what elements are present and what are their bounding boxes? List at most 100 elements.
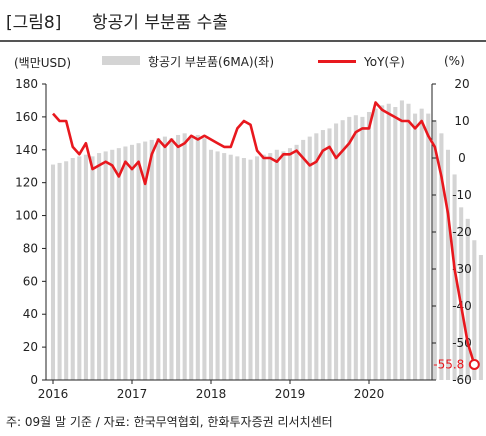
bar (103, 151, 108, 380)
x-tick-label: 2016 (38, 387, 69, 401)
yoy-line (52, 101, 476, 365)
bar (222, 153, 227, 380)
bar (340, 120, 345, 381)
bar (334, 123, 339, 380)
bar (116, 148, 121, 380)
left-tick-label: 20 (23, 340, 38, 354)
bar (373, 108, 378, 381)
bar (202, 138, 207, 380)
bar (320, 130, 325, 380)
bar (83, 154, 88, 380)
bar (255, 156, 260, 380)
left-tick-label: 100 (15, 209, 38, 223)
bar (123, 146, 128, 380)
legend: 항공기 부분품(6MA)(좌) YoY(우) (102, 52, 442, 70)
bar (287, 148, 293, 380)
bar (393, 107, 398, 381)
bar (169, 138, 174, 380)
bar (129, 144, 135, 380)
bar (307, 136, 312, 380)
left-tick-label: 180 (15, 77, 38, 91)
right-axis-unit: (%) (444, 54, 465, 68)
left-tick-label: 140 (15, 143, 38, 157)
bar (465, 218, 470, 380)
left-tick-label: 160 (15, 110, 38, 124)
right-tick-label: 20 (454, 77, 469, 91)
bar (268, 153, 273, 380)
bar (261, 154, 266, 380)
yoy-end-marker (468, 358, 480, 370)
bar (419, 108, 424, 381)
bar (281, 151, 286, 380)
x-tick-label: 2017 (117, 387, 148, 401)
bar (314, 133, 319, 380)
bar (195, 134, 200, 380)
x-tick-label: 2018 (196, 387, 227, 401)
bar (182, 133, 187, 380)
figure-number: [그림8] (6, 13, 62, 33)
left-tick-label: 80 (23, 241, 38, 255)
bar (413, 113, 418, 380)
bar (189, 136, 194, 380)
bar (445, 149, 451, 380)
bar (366, 111, 372, 381)
bar (452, 174, 457, 380)
bar (136, 143, 141, 380)
bar (90, 156, 95, 380)
bar (294, 144, 299, 380)
bar (208, 149, 214, 380)
bar (149, 139, 154, 380)
x-tick-label: 2020 (354, 387, 385, 401)
legend-bar-label: 항공기 부분품(6MA)(좌) (148, 55, 275, 69)
right-tick-label: -20 (452, 225, 472, 239)
bar (50, 164, 56, 380)
right-tick-label: -10 (452, 188, 472, 202)
bar (439, 133, 444, 380)
bar (176, 134, 181, 380)
bar (386, 103, 391, 380)
title-row: [그림8] 항공기 부분품 수출 (0, 0, 486, 40)
left-axis-unit: (백만USD) (14, 56, 72, 70)
legend-bar-swatch (102, 56, 140, 65)
left-tick-label: 0 (30, 373, 38, 387)
bar (426, 113, 431, 380)
bar (399, 100, 404, 380)
right-tick-label: 0 (458, 151, 466, 165)
bar (472, 240, 477, 380)
bar (143, 141, 148, 380)
bar (301, 139, 306, 380)
yoy-end-label: -55.8 (433, 357, 464, 371)
bar (327, 128, 332, 380)
bar (110, 149, 115, 380)
bar (248, 159, 253, 380)
bar (347, 116, 352, 380)
left-tick-label: 60 (23, 274, 38, 288)
bar (459, 207, 464, 380)
bar (64, 161, 69, 380)
legend-line-label: YoY(우) (364, 55, 405, 69)
bar (70, 158, 75, 380)
bar (77, 156, 82, 380)
bar (215, 151, 220, 380)
bar (432, 120, 437, 381)
bar (97, 153, 102, 380)
bar (274, 149, 279, 380)
bar (360, 116, 365, 380)
bar (228, 154, 233, 380)
bar (57, 162, 62, 380)
left-tick-label: 40 (23, 307, 38, 321)
right-tick-label: -60 (452, 373, 472, 387)
source-note: 주: 09월 말 기준 / 자료: 한국무역협회, 한화투자증권 리서치센터 (6, 415, 333, 429)
bar (241, 158, 246, 380)
bar (162, 136, 167, 380)
bar (406, 103, 411, 380)
title-divider (0, 40, 486, 42)
bar (235, 156, 240, 380)
x-tick-label: 2019 (275, 387, 306, 401)
chart-title: 항공기 부분품 수출 (92, 13, 228, 33)
bar (156, 138, 161, 380)
bar (353, 115, 358, 381)
right-tick-label: -30 (452, 262, 472, 276)
right-tick-label: 10 (454, 114, 469, 128)
